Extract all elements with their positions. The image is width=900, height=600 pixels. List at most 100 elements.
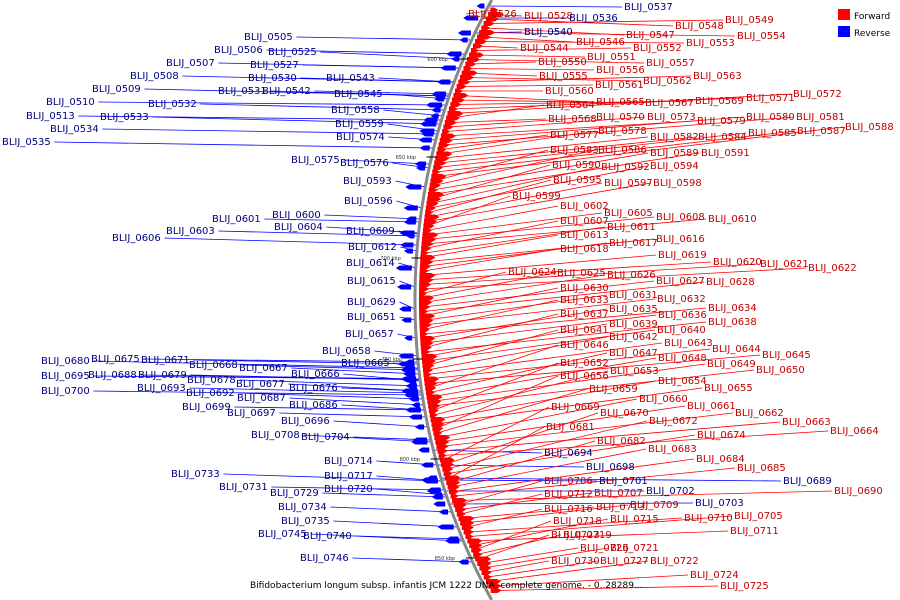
forward-gene-label: BLIJ_0584 [698,132,747,143]
scale-tick-label: 800 kbp [400,457,420,463]
forward-gene-label: BLIJ_0611 [607,222,656,233]
forward-leader-line [433,370,609,416]
reverse-gene-label: BLIJ_0729 [270,488,319,499]
reverse-gene-label: BLIJ_0559 [335,119,384,130]
forward-gene-arrow [435,156,450,161]
reverse-gene-label: BLIJ_0657 [345,329,394,340]
reverse-leader-line [234,406,425,411]
forward-gene-label: BLIJ_0709 [630,500,679,511]
forward-leader-line [423,299,559,330]
reverse-gene-arrow [397,284,412,290]
reverse-leader-line [300,77,455,83]
forward-gene-label: BLIJ_0563 [693,71,742,82]
forward-gene-arrow [433,430,443,436]
reverse-gene-arrow [463,15,479,21]
forward-leader-line [423,294,608,321]
reverse-gene-label: BLIJ_0612 [348,242,397,253]
forward-gene-label: BLIJ_0663 [782,417,831,428]
reverse-gene-label: BLIJ_0615 [347,276,396,287]
forward-gene-arrow [460,520,475,526]
forward-gene-label: BLIJ_0568 [548,114,597,125]
forward-gene-arrow [425,385,437,391]
forward-gene-label: BLIJ_0727 [600,556,649,567]
forward-gene-label: BLIJ_0725 [720,581,769,592]
reverse-leader-line [296,36,472,41]
reverse-leader-line [302,64,460,69]
forward-gene-label: BLIJ_0719 [563,530,612,541]
reverse-gene-arrow [406,216,417,222]
forward-gene-label: BLIJ_0672 [649,416,698,427]
forward-gene-arrow [477,34,492,40]
reverse-gene-label: BLIJ_0603 [166,226,215,237]
reverse-gene-label: BLIJ_0676 [289,383,338,394]
forward-gene-arrow [488,12,504,17]
forward-leader-line [424,313,559,348]
reverse-gene-label: BLIJ_0735 [281,516,330,527]
reverse-gene-label: BLIJ_0692 [186,388,235,399]
reverse-gene-arrow [400,367,415,373]
forward-leader-line [429,165,649,209]
forward-leader-line [422,274,606,303]
reverse-gene-label: BLIJ_0697 [227,408,276,419]
reverse-gene-label: BLIJ_0609 [346,226,395,237]
forward-gene-arrow [422,228,432,233]
forward-gene-label: BLIJ_0590 [552,160,601,171]
reverse-gene-arrow [439,509,449,515]
forward-gene-arrow [450,493,459,499]
forward-gene-label: BLIJ_0592 [601,162,650,173]
reverse-leader-line [376,488,447,496]
reverse-gene-label: BLIJ_0689 [783,476,832,487]
forward-leader-line [453,458,695,492]
forward-gene-arrow [420,259,434,265]
forward-leader-line [437,388,588,434]
reverse-leader-line [303,434,432,443]
reverse-gene-label: BLIJ_0731 [219,482,268,493]
forward-leader-line [438,136,697,164]
forward-leader-line [473,54,586,58]
reverse-gene-label: BLIJ_0542 [262,86,311,97]
forward-leader-line [460,84,594,87]
forward-gene-arrow [453,93,469,98]
forward-gene-arrow [485,579,501,584]
forward-gene-label: BLIJ_0607 [560,216,609,227]
forward-gene-arrow [423,219,437,224]
reverse-gene-arrow [457,30,471,36]
forward-leader-line [492,574,689,587]
forward-gene-arrow [425,210,434,215]
forward-gene-label: BLIJ_0613 [560,230,609,241]
reverse-gene-arrow [476,3,485,9]
forward-gene-arrow [442,129,451,134]
reverse-leader-line [333,520,458,528]
forward-gene-label: BLIJ_0685 [737,463,786,474]
reverse-gene-label: BLIJ_0506 [214,45,263,56]
forward-leader-line [442,116,795,146]
forward-gene-arrow [428,403,441,409]
forward-gene-label: BLIJ_0662 [735,408,784,419]
forward-gene-arrow [467,57,481,62]
forward-leader-line [428,354,761,384]
reverse-gene-label: BLIJ_0534 [50,124,99,135]
forward-leader-line [454,467,736,497]
forward-leader-line [465,72,538,77]
forward-gene-label: BLIJ_0681 [546,422,595,433]
forward-leader-line [442,430,829,456]
forward-leader-line [447,434,696,474]
forward-gene-label: BLIJ_0713 [596,502,645,513]
forward-gene-arrow [419,264,431,269]
reverse-gene-label: BLIJ_0700 [41,386,90,397]
forward-leader-line [456,490,833,501]
reverse-gene-label: BLIJ_0717 [324,471,373,482]
legend-reverse-swatch [838,26,850,37]
forward-gene-arrow [488,583,502,589]
forward-leader-line [423,248,559,272]
forward-gene-arrow [420,336,436,341]
forward-leader-line [441,134,549,150]
forward-leader-line [441,421,781,452]
forward-gene-label: BLIJ_0649 [707,359,756,370]
reverse-gene-label: BLIJ_0530 [248,73,297,84]
reverse-gene-arrow [430,113,439,119]
forward-gene-label: BLIJ_0608 [656,212,705,223]
forward-gene-label: BLIJ_0589 [650,148,699,159]
forward-gene-arrow [461,70,478,76]
